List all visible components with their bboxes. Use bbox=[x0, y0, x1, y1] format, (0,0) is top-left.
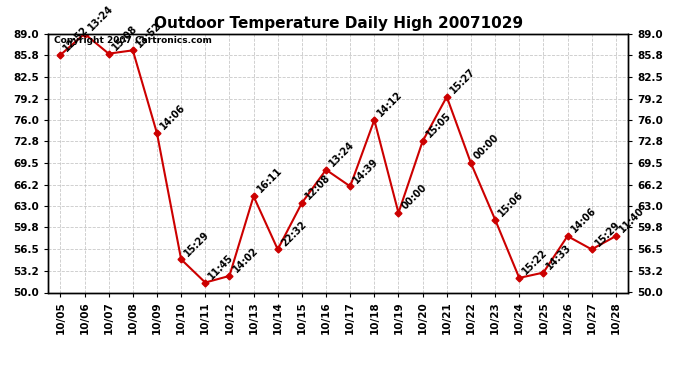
Text: 15:29: 15:29 bbox=[183, 229, 212, 258]
Text: 15:27: 15:27 bbox=[448, 66, 477, 95]
Text: 12:08: 12:08 bbox=[304, 172, 333, 201]
Text: 11:45: 11:45 bbox=[207, 252, 236, 281]
Text: 13:24: 13:24 bbox=[328, 140, 357, 168]
Text: 22:32: 22:32 bbox=[279, 219, 308, 248]
Text: 14:12: 14:12 bbox=[376, 90, 405, 118]
Text: 11:40: 11:40 bbox=[618, 206, 647, 235]
Text: 13:24: 13:24 bbox=[86, 3, 115, 32]
Text: 16:11: 16:11 bbox=[255, 166, 284, 195]
Text: Copyright 2007 Cartronics.com: Copyright 2007 Cartronics.com bbox=[54, 36, 212, 45]
Text: 14:06: 14:06 bbox=[159, 103, 188, 132]
Text: 12:52: 12:52 bbox=[62, 25, 91, 54]
Text: 15:05: 15:05 bbox=[424, 111, 453, 140]
Text: 00:00: 00:00 bbox=[473, 133, 502, 162]
Text: 00:00: 00:00 bbox=[400, 183, 429, 212]
Text: 14:06: 14:06 bbox=[569, 206, 598, 235]
Title: Outdoor Temperature Daily High 20071029: Outdoor Temperature Daily High 20071029 bbox=[154, 16, 522, 31]
Text: 15:22: 15:22 bbox=[521, 248, 550, 276]
Text: 15:29: 15:29 bbox=[593, 219, 622, 248]
Text: 15:06: 15:06 bbox=[497, 189, 526, 218]
Text: 14:02: 14:02 bbox=[231, 246, 260, 274]
Text: 14:33: 14:33 bbox=[545, 242, 574, 271]
Text: 15:08: 15:08 bbox=[110, 23, 139, 52]
Text: 13:52: 13:52 bbox=[135, 20, 164, 49]
Text: 14:39: 14:39 bbox=[352, 156, 381, 185]
